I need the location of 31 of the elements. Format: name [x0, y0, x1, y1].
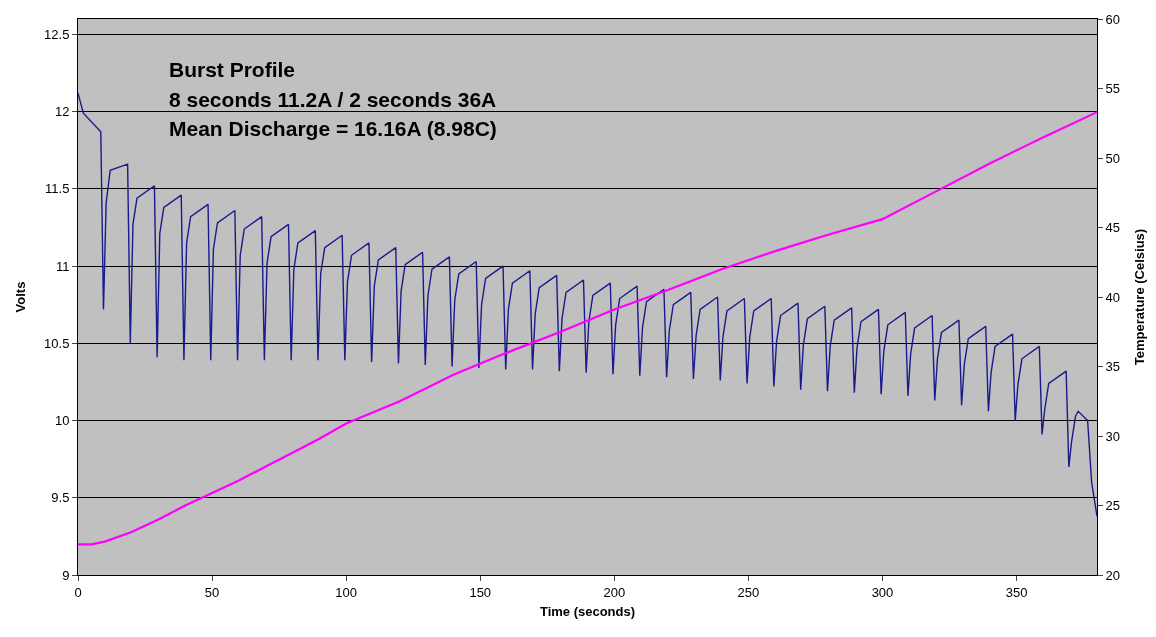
y2-axis-title: Temperature (Celsius) [1131, 228, 1147, 366]
y-tick-label: 9.5 [51, 490, 70, 506]
y2-tick-label: 60 [1105, 11, 1121, 27]
x-tick-label: 0 [74, 584, 82, 600]
x-tick-label: 200 [603, 584, 626, 600]
y-tick-label: 11 [55, 258, 70, 274]
y2-tick-label: 30 [1105, 428, 1121, 444]
y2-tick-label: 40 [1105, 289, 1121, 305]
y2-tick-label: 45 [1105, 220, 1121, 236]
annotation: Mean Discharge = 16.16A (8.98C) [169, 117, 497, 140]
x-tick-label: 50 [204, 584, 220, 600]
y-tick-label: 10.5 [44, 335, 70, 351]
x-axis-title: Time (seconds) [539, 604, 636, 620]
x-tick-label: 250 [737, 584, 760, 600]
y2-tick-label: 50 [1105, 150, 1121, 166]
y2-tick-label: 25 [1105, 498, 1121, 514]
x-tick-label: 150 [469, 584, 492, 600]
y-tick-label: 12.5 [44, 26, 70, 42]
y-tick-label: 12 [54, 104, 70, 120]
y2-tick-label: 20 [1105, 567, 1121, 583]
text: Burst Profile [169, 58, 296, 81]
y-tick-label: 11.5 [45, 181, 70, 197]
y-tick-label: 10 [54, 413, 70, 429]
y2-tick-label: 55 [1105, 81, 1121, 97]
x-tick-label: 350 [1005, 584, 1028, 600]
y-tick-label: 9 [62, 567, 70, 583]
x-tick-label: 100 [335, 584, 358, 600]
annotation: 8 seconds 11.2A / 2 seconds 36A [169, 88, 497, 111]
x-tick-label: 300 [871, 584, 894, 600]
y-axis-title: Volts [13, 281, 29, 313]
y2-tick-label: 35 [1105, 359, 1121, 375]
